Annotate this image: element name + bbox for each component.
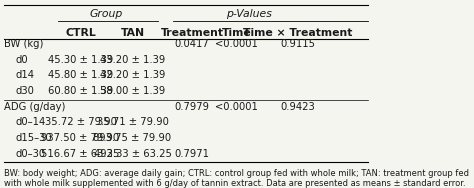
- Text: p-Values: p-Values: [226, 9, 272, 19]
- Text: 937.50 ± 79.90: 937.50 ± 79.90: [41, 133, 119, 143]
- Text: 893.75 ± 79.90: 893.75 ± 79.90: [93, 133, 172, 143]
- Text: <0.0001: <0.0001: [215, 102, 258, 112]
- Text: d30: d30: [16, 86, 35, 96]
- Text: ADG (g/day): ADG (g/day): [4, 102, 66, 112]
- Text: 58.00 ± 1.39: 58.00 ± 1.39: [100, 86, 165, 96]
- Text: d0–30: d0–30: [16, 149, 46, 159]
- Text: 45.80 ± 1.39: 45.80 ± 1.39: [48, 70, 113, 80]
- Text: BW: body weight; ADG: average daily gain; CTRL: control group fed with whole mil: BW: body weight; ADG: average daily gain…: [4, 169, 469, 188]
- Text: 35.72 ± 79.90: 35.72 ± 79.90: [45, 117, 117, 127]
- Text: 0.7971: 0.7971: [174, 149, 210, 159]
- Text: 43.20 ± 1.39: 43.20 ± 1.39: [100, 55, 165, 64]
- Text: 493.33 ± 63.25: 493.33 ± 63.25: [93, 149, 172, 159]
- Text: 0.9115: 0.9115: [280, 39, 315, 49]
- Text: Time: Time: [221, 29, 251, 39]
- Text: TAN: TAN: [120, 29, 145, 39]
- Text: 0.0417: 0.0417: [174, 39, 210, 49]
- Text: BW (kg): BW (kg): [4, 39, 44, 49]
- Text: d14: d14: [16, 70, 35, 80]
- Text: 516.67 ± 63.25: 516.67 ± 63.25: [41, 149, 120, 159]
- Text: Treatment: Treatment: [160, 29, 223, 39]
- Text: 0.7979: 0.7979: [174, 102, 210, 112]
- Text: 0.9423: 0.9423: [280, 102, 315, 112]
- Text: CTRL: CTRL: [65, 29, 96, 39]
- Text: d0: d0: [16, 55, 28, 64]
- Text: d15–30: d15–30: [16, 133, 52, 143]
- Text: 60.80 ± 1.39: 60.80 ± 1.39: [48, 86, 113, 96]
- Text: Time × Treatment: Time × Treatment: [243, 29, 352, 39]
- Text: <0.0001: <0.0001: [215, 39, 258, 49]
- Text: 45.30 ± 1.39: 45.30 ± 1.39: [48, 55, 113, 64]
- Text: Group: Group: [90, 9, 123, 19]
- Text: 42.20 ± 1.39: 42.20 ± 1.39: [100, 70, 165, 80]
- Text: d0–14: d0–14: [16, 117, 46, 127]
- Text: 35.71 ± 79.90: 35.71 ± 79.90: [97, 117, 168, 127]
